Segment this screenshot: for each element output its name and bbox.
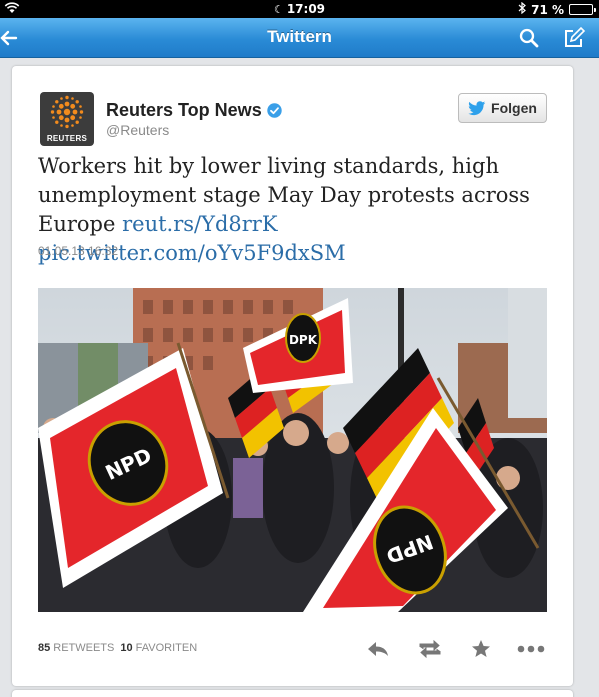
more-icon[interactable] <box>516 638 546 660</box>
favorites-count: 10 <box>120 642 133 654</box>
retweets-count: 85 <box>38 642 51 654</box>
retweet-icon[interactable] <box>416 638 444 660</box>
follow-label: Folgen <box>491 100 537 116</box>
photo-flag-right: NPD <box>303 408 508 612</box>
avatar[interactable]: REUTERS <box>40 92 94 146</box>
flag-label-top: DPK <box>289 333 318 347</box>
bluetooth-icon <box>518 1 527 17</box>
tweet-stats: 85 RETWEETS 10 FAVORITEN <box>38 642 197 654</box>
battery-percent: 71 % <box>531 2 564 17</box>
back-arrow-icon[interactable] <box>0 24 24 52</box>
author-handle[interactable]: @Reuters <box>106 122 170 138</box>
verified-badge-icon <box>267 103 282 118</box>
reply-icon[interactable] <box>366 638 390 660</box>
compose-icon[interactable] <box>562 26 586 50</box>
photo-flag-left: NPD <box>38 348 223 588</box>
tweet-photo[interactable]: NPD DPK NPD <box>38 288 547 612</box>
favorites-label[interactable]: FAVORITEN <box>135 642 198 654</box>
status-time: ☾ 17:09 <box>273 2 326 16</box>
tweet-card: REUTERS Reuters Top News @Reuters Folgen… <box>12 66 573 686</box>
tweet-body: Workers hit by lower living standards, h… <box>38 154 530 236</box>
status-bar: ☾ 17:09 71 % <box>0 0 599 18</box>
reuters-logo-icon <box>50 95 84 129</box>
page-title: Twittern <box>267 27 332 46</box>
moon-icon: ☾ <box>273 3 284 16</box>
next-tweet-card <box>12 690 573 697</box>
search-icon[interactable] <box>518 27 540 49</box>
tweet-link[interactable]: reut.rs/Yd8rrK <box>122 212 278 236</box>
twitter-bird-icon <box>468 100 486 115</box>
avatar-brand: REUTERS <box>46 134 88 143</box>
nav-bar: Twittern <box>0 18 599 58</box>
photo-scaffold <box>508 288 547 418</box>
retweets-label[interactable]: RETWEETS <box>53 642 115 654</box>
follow-button[interactable]: Folgen <box>458 93 547 123</box>
favorite-star-icon[interactable] <box>470 638 492 660</box>
tweet-timestamp: 01.05.13 16:32 <box>38 244 119 258</box>
author-name[interactable]: Reuters Top News <box>106 100 262 120</box>
tweet-text: Workers hit by lower living standards, h… <box>38 152 558 268</box>
wifi-icon <box>4 2 20 17</box>
photo-flag-top: DPK <box>243 298 353 393</box>
battery-icon <box>569 4 596 15</box>
tweet-pic-link[interactable]: pic.twitter.com/oYv5F9dxSM <box>38 241 346 265</box>
